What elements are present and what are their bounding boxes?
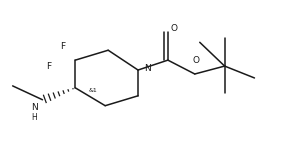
Text: &1: &1	[88, 88, 97, 93]
Text: N: N	[144, 63, 151, 73]
Text: N: N	[31, 103, 38, 112]
Text: O: O	[192, 56, 199, 65]
Text: F: F	[46, 62, 51, 71]
Text: H: H	[32, 113, 38, 122]
Text: F: F	[60, 42, 65, 51]
Text: O: O	[170, 24, 177, 33]
